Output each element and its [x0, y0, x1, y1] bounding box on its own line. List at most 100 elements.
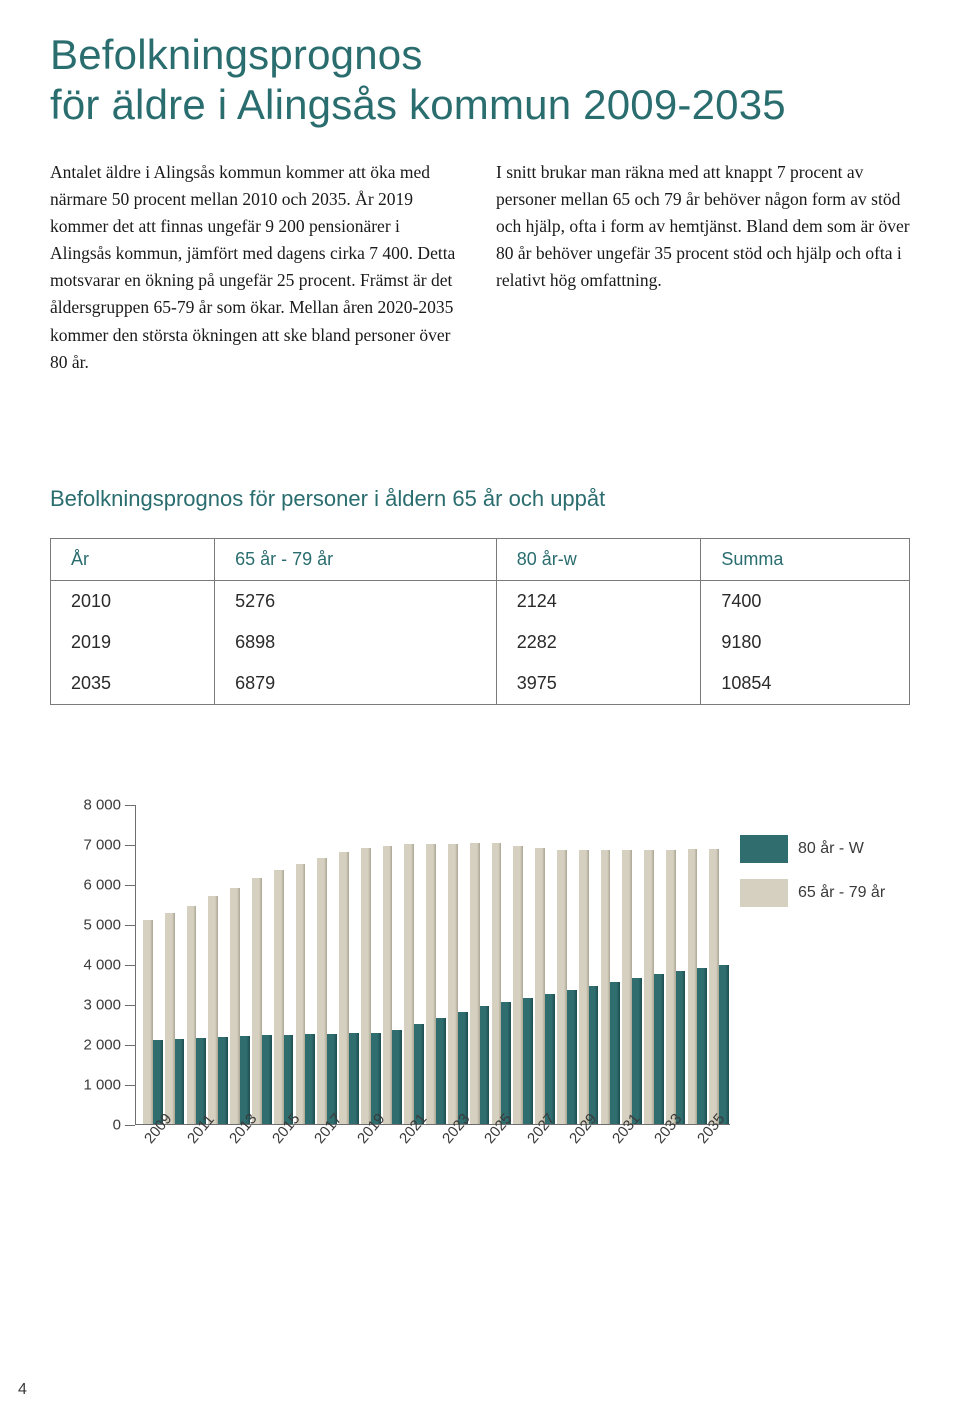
- body-right: I snitt brukar man räkna med att knappt …: [496, 159, 910, 376]
- x-tick-cell: 2013: [220, 1130, 263, 1180]
- col-sum: Summa: [701, 538, 910, 580]
- y-tick: [125, 1045, 135, 1046]
- table-row: 2019689822829180: [51, 622, 910, 663]
- y-tick: [125, 805, 135, 806]
- bar-group: [687, 805, 709, 1124]
- bar-group: [382, 805, 404, 1124]
- x-tick-cell: 2035: [688, 1130, 731, 1180]
- x-tick-cell: 2031: [603, 1130, 646, 1180]
- table-heading: Befolkningsprognos för personer i åldern…: [50, 486, 910, 512]
- bar-group: [403, 805, 425, 1124]
- y-tick-label: 8 000: [83, 796, 121, 813]
- bar-group: [491, 805, 513, 1124]
- bar-group: [142, 805, 164, 1124]
- bar-group: [534, 805, 556, 1124]
- y-tick: [125, 885, 135, 886]
- bar-65-79: [187, 906, 197, 1124]
- body-left: Antalet äldre i Alingsås kommun kommer a…: [50, 159, 464, 376]
- bar-group: [207, 805, 229, 1124]
- table-cell: 2010: [51, 580, 215, 622]
- bar-65-79: [622, 850, 632, 1124]
- bar-group: [578, 805, 600, 1124]
- bar-80-w: [697, 968, 707, 1124]
- bar-80-w: [719, 965, 729, 1124]
- bar-80-w: [175, 1039, 185, 1124]
- bar-80-w: [589, 986, 599, 1124]
- legend-item-80w: 80 år - W: [740, 835, 910, 863]
- table-row: 20356879397510854: [51, 663, 910, 705]
- chart-yaxis: 01 0002 0003 0004 0005 0006 0007 0008 00…: [50, 805, 135, 1125]
- page-number: 4: [18, 1381, 27, 1399]
- bar-65-79: [557, 850, 567, 1124]
- y-tick: [125, 965, 135, 966]
- bar-80-w: [676, 971, 686, 1124]
- bar-group: [316, 805, 338, 1124]
- bar-65-79: [688, 849, 698, 1123]
- bar-group: [643, 805, 665, 1124]
- y-tick-label: 4 000: [83, 956, 121, 973]
- bar-80-w: [654, 974, 664, 1124]
- bar-80-w: [436, 1018, 446, 1124]
- population-table: År 65 år - 79 år 80 år-w Summa 201052762…: [50, 538, 910, 705]
- bar-80-w: [545, 994, 555, 1124]
- bar-65-79: [404, 844, 414, 1124]
- table-cell: 9180: [701, 622, 910, 663]
- population-chart: 01 0002 0003 0004 0005 0006 0007 0008 00…: [50, 805, 910, 1185]
- bar-65-79: [579, 850, 589, 1124]
- bar-group: [360, 805, 382, 1124]
- bar-group: [512, 805, 534, 1124]
- bar-group: [273, 805, 295, 1124]
- y-tick: [125, 1005, 135, 1006]
- bar-80-w: [414, 1024, 424, 1124]
- bar-80-w: [501, 1002, 511, 1124]
- x-tick-cell: 2033: [645, 1130, 688, 1180]
- bar-65-79: [492, 843, 502, 1124]
- bar-80-w: [632, 978, 642, 1124]
- table-cell: 5276: [215, 580, 497, 622]
- bar-group: [164, 805, 186, 1124]
- title-line-1: Befolkningsprognos: [50, 31, 423, 78]
- legend-item-6579: 65 år - 79 år: [740, 879, 910, 907]
- y-tick-label: 5 000: [83, 916, 121, 933]
- bar-65-79: [274, 870, 284, 1124]
- page-title: Befolkningsprognos för äldre i Alingsås …: [50, 30, 910, 131]
- title-line-2: för äldre i Alingsås kommun 2009-2035: [50, 81, 786, 128]
- chart-plot: [135, 805, 730, 1125]
- bar-65-79: [296, 864, 306, 1124]
- table-cell: 6879: [215, 663, 497, 705]
- bar-group: [251, 805, 273, 1124]
- bar-80-w: [523, 998, 533, 1124]
- table-cell: 2019: [51, 622, 215, 663]
- bar-65-79: [666, 850, 676, 1124]
- bar-65-79: [644, 850, 654, 1124]
- y-tick: [125, 845, 135, 846]
- y-tick-label: 6 000: [83, 876, 121, 893]
- x-tick-cell: 2009: [135, 1130, 178, 1180]
- x-tick-cell: 2029: [560, 1130, 603, 1180]
- bar-65-79: [535, 848, 545, 1124]
- table-cell: 3975: [496, 663, 701, 705]
- bar-group: [294, 805, 316, 1124]
- y-tick: [125, 925, 135, 926]
- bar-80-w: [610, 982, 620, 1124]
- bar-80-w: [218, 1037, 228, 1124]
- y-tick: [125, 1085, 135, 1086]
- legend-label-6579: 65 år - 79 år: [798, 884, 885, 902]
- bar-group: [708, 805, 730, 1124]
- bar-80-w: [305, 1034, 315, 1124]
- table-cell: 6898: [215, 622, 497, 663]
- chart-legend: 80 år - W 65 år - 79 år: [740, 835, 910, 923]
- bar-80-w: [567, 990, 577, 1124]
- legend-label-80w: 80 år - W: [798, 840, 864, 858]
- bar-80-w: [392, 1030, 402, 1124]
- body-columns: Antalet äldre i Alingsås kommun kommer a…: [50, 159, 910, 376]
- table-cell: 2282: [496, 622, 701, 663]
- bar-65-79: [339, 852, 349, 1124]
- bar-group: [425, 805, 447, 1124]
- bar-80-w: [480, 1006, 490, 1124]
- bar-group: [229, 805, 251, 1124]
- x-tick-cell: 2021: [390, 1130, 433, 1180]
- bar-group: [556, 805, 578, 1124]
- col-65-79: 65 år - 79 år: [215, 538, 497, 580]
- table-cell: 2035: [51, 663, 215, 705]
